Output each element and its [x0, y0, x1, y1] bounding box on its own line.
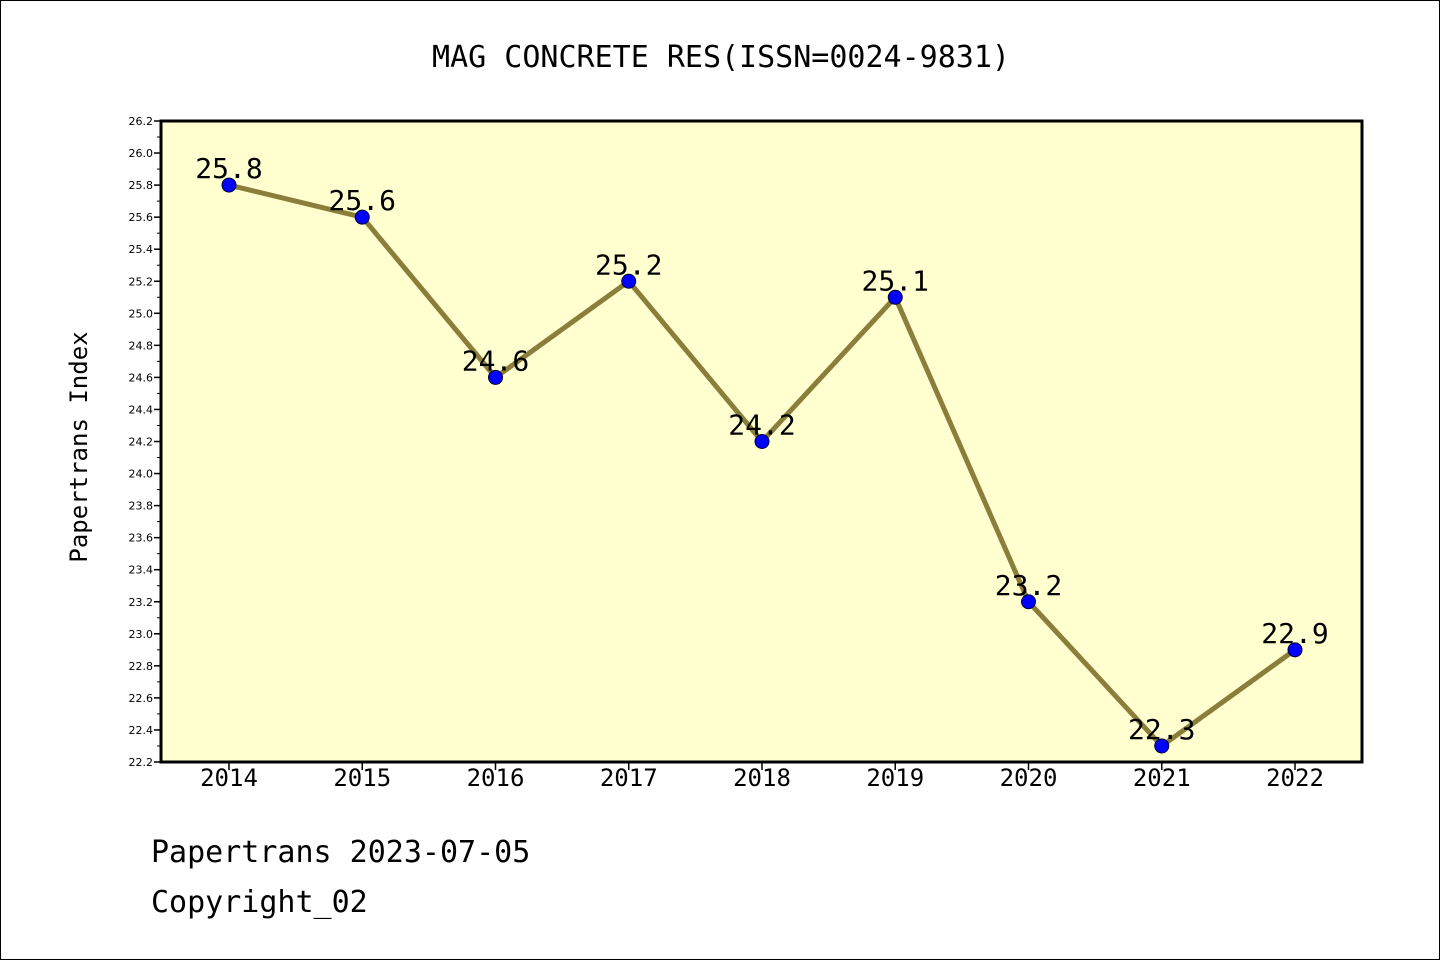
y-tick-label: 23.8	[129, 500, 154, 513]
y-tick-label: 25.4	[129, 243, 154, 256]
data-markers	[221, 177, 1303, 754]
data-label: 24.6	[462, 344, 529, 377]
y-axis-label: Papertrans Index	[65, 331, 93, 562]
x-tick-label: 2020	[1000, 764, 1058, 792]
y-tick-label: 22.2	[129, 756, 154, 769]
data-label: 23.2	[995, 569, 1062, 602]
x-tick-label: 2017	[600, 764, 658, 792]
chart-title: MAG CONCRETE RES(ISSN=0024-9831)	[432, 40, 1010, 75]
data-point	[621, 273, 637, 289]
data-label: 22.9	[1261, 617, 1328, 650]
y-tick-label: 26.0	[129, 147, 154, 160]
y-tick-label: 26.2	[129, 115, 154, 128]
data-label: 24.2	[728, 409, 795, 442]
y-tick-label: 22.6	[129, 692, 154, 705]
x-tick-label: 2022	[1266, 764, 1324, 792]
data-label: 25.8	[195, 152, 262, 185]
x-tick-label: 2021	[1133, 764, 1191, 792]
data-point	[1021, 594, 1036, 610]
data-point	[754, 434, 770, 449]
y-tick-label: 24.4	[129, 403, 154, 416]
y-tick-label: 24.6	[129, 371, 154, 384]
y-axis-ticks: 22.2 22.4 22.6 22.8 23.0 23.2 23.4 23.6 23.8 24.0…	[129, 115, 161, 769]
y-tick-label: 25.2	[129, 275, 154, 288]
x-axis-ticks: 2014 2015 2016 2017 2018 2019 2020 2021 2022	[200, 762, 1324, 792]
x-tick-label: 2016	[467, 764, 525, 792]
data-labels: 25.8 25.6 24.6 25.2 24.2 25.1 23.2 22.3 22.9	[195, 152, 1328, 746]
x-tick-label: 2014	[200, 764, 258, 792]
data-label: 22.3	[1128, 713, 1195, 746]
x-tick-label: 2018	[733, 764, 791, 792]
y-tick-label: 23.4	[129, 564, 154, 577]
y-tick-label: 25.0	[129, 307, 154, 320]
data-point	[488, 369, 503, 385]
data-label: 25.2	[595, 248, 662, 281]
y-tick-label: 22.8	[129, 660, 154, 673]
y-tick-label: 23.2	[129, 596, 154, 609]
x-tick-label: 2015	[333, 764, 391, 792]
data-point	[354, 209, 370, 225]
x-tick-label: 2019	[866, 764, 924, 792]
footer-date: Papertrans 2023-07-05	[151, 835, 531, 870]
data-label: 25.1	[862, 264, 929, 297]
data-point	[887, 289, 903, 305]
y-tick-label: 25.8	[129, 179, 154, 192]
y-tick-label: 23.6	[129, 532, 154, 545]
data-point	[1287, 642, 1303, 658]
y-tick-label: 24.2	[129, 436, 154, 449]
y-tick-label: 25.6	[129, 211, 154, 224]
data-label: 25.6	[329, 184, 396, 217]
data-point	[221, 177, 237, 193]
y-tick-label: 24.8	[129, 339, 154, 352]
data-point	[1154, 738, 1170, 754]
y-tick-label: 23.0	[129, 628, 154, 641]
y-tick-label: 24.0	[129, 468, 154, 481]
y-tick-label: 22.4	[129, 724, 154, 737]
footer-copyright: Copyright_02	[151, 885, 368, 920]
